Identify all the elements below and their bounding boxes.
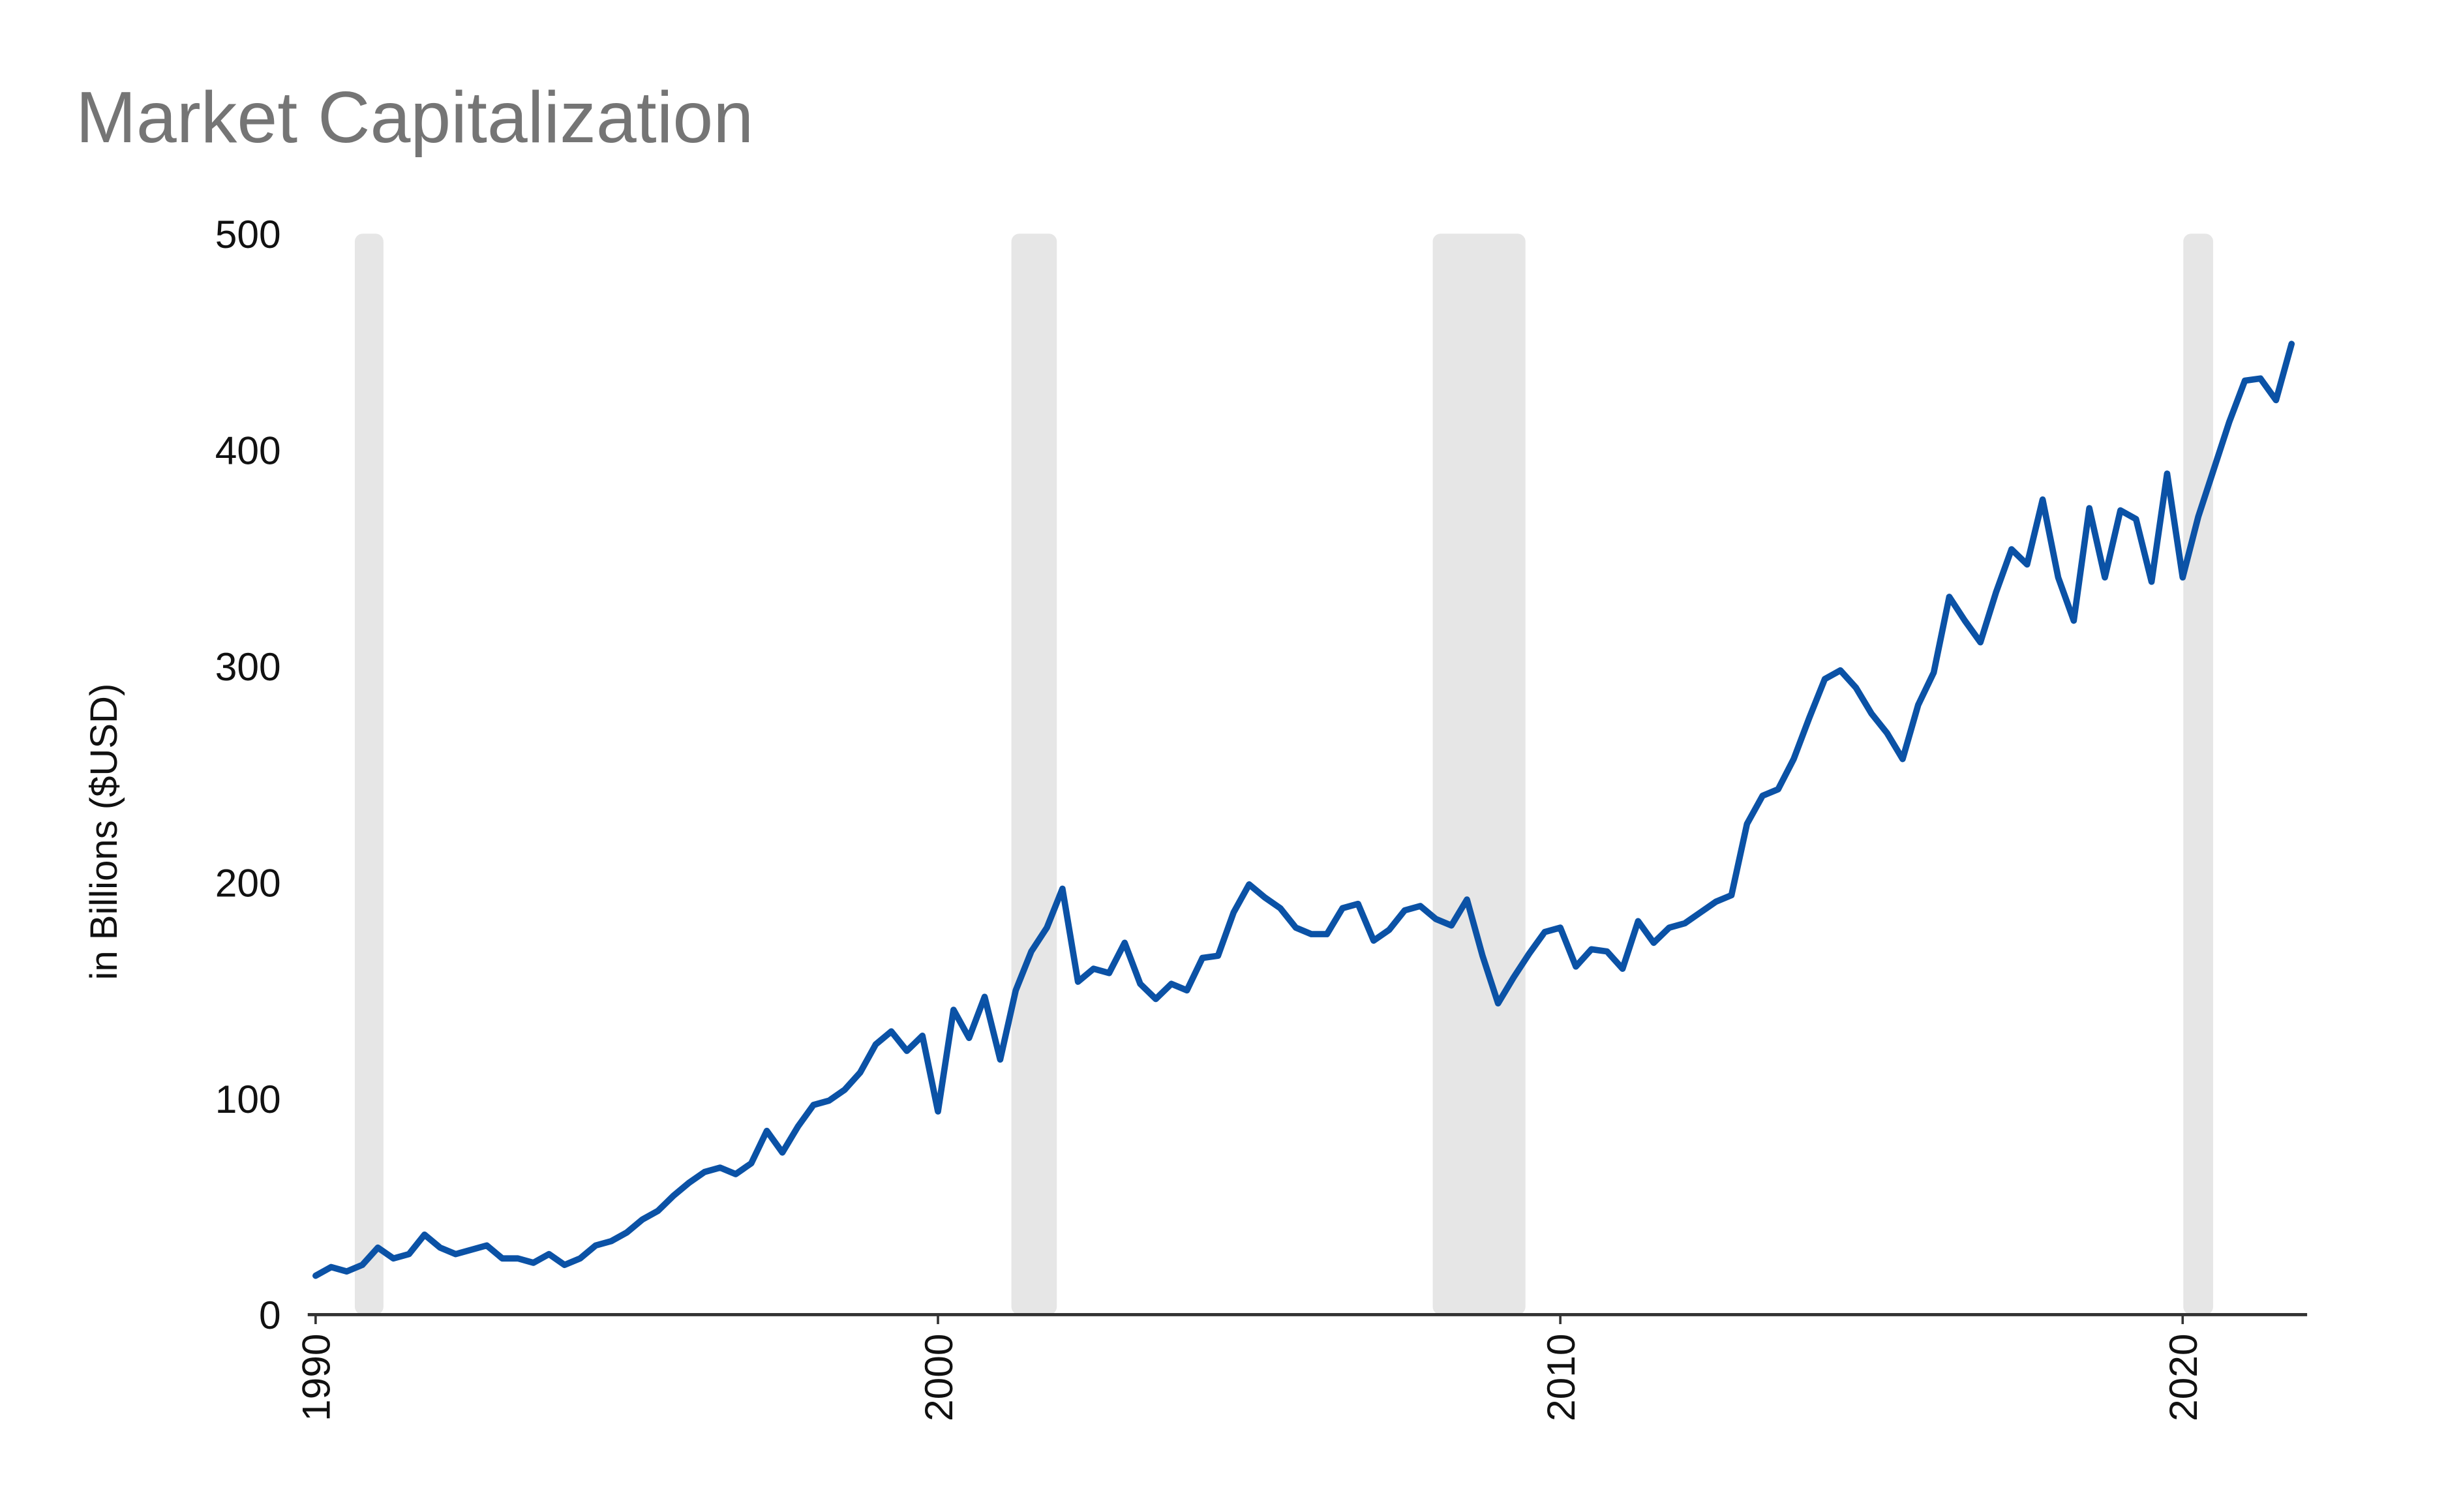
x-tick-label: 2000 bbox=[916, 1333, 961, 1421]
x-tick-label: 2020 bbox=[2161, 1333, 2205, 1421]
y-axis-label: in Billions ($USD) bbox=[83, 684, 125, 980]
x-tick-label: 1990 bbox=[294, 1333, 339, 1421]
y-tick-label: 200 bbox=[215, 860, 281, 905]
x-tick-label: 2010 bbox=[1539, 1333, 1583, 1421]
recession-band bbox=[1011, 234, 1057, 1315]
y-tick-label: 400 bbox=[215, 428, 281, 472]
y-tick-label: 300 bbox=[215, 644, 281, 689]
recession-band bbox=[2183, 234, 2214, 1315]
recession-band bbox=[354, 234, 384, 1315]
y-tick-label: 100 bbox=[215, 1077, 281, 1121]
data-line bbox=[312, 340, 2295, 1279]
recession-band bbox=[1432, 234, 1526, 1315]
chart-title: Market Capitalization bbox=[76, 76, 753, 158]
y-tick-label: 500 bbox=[215, 212, 281, 256]
y-tick-label: 0 bbox=[259, 1293, 281, 1337]
